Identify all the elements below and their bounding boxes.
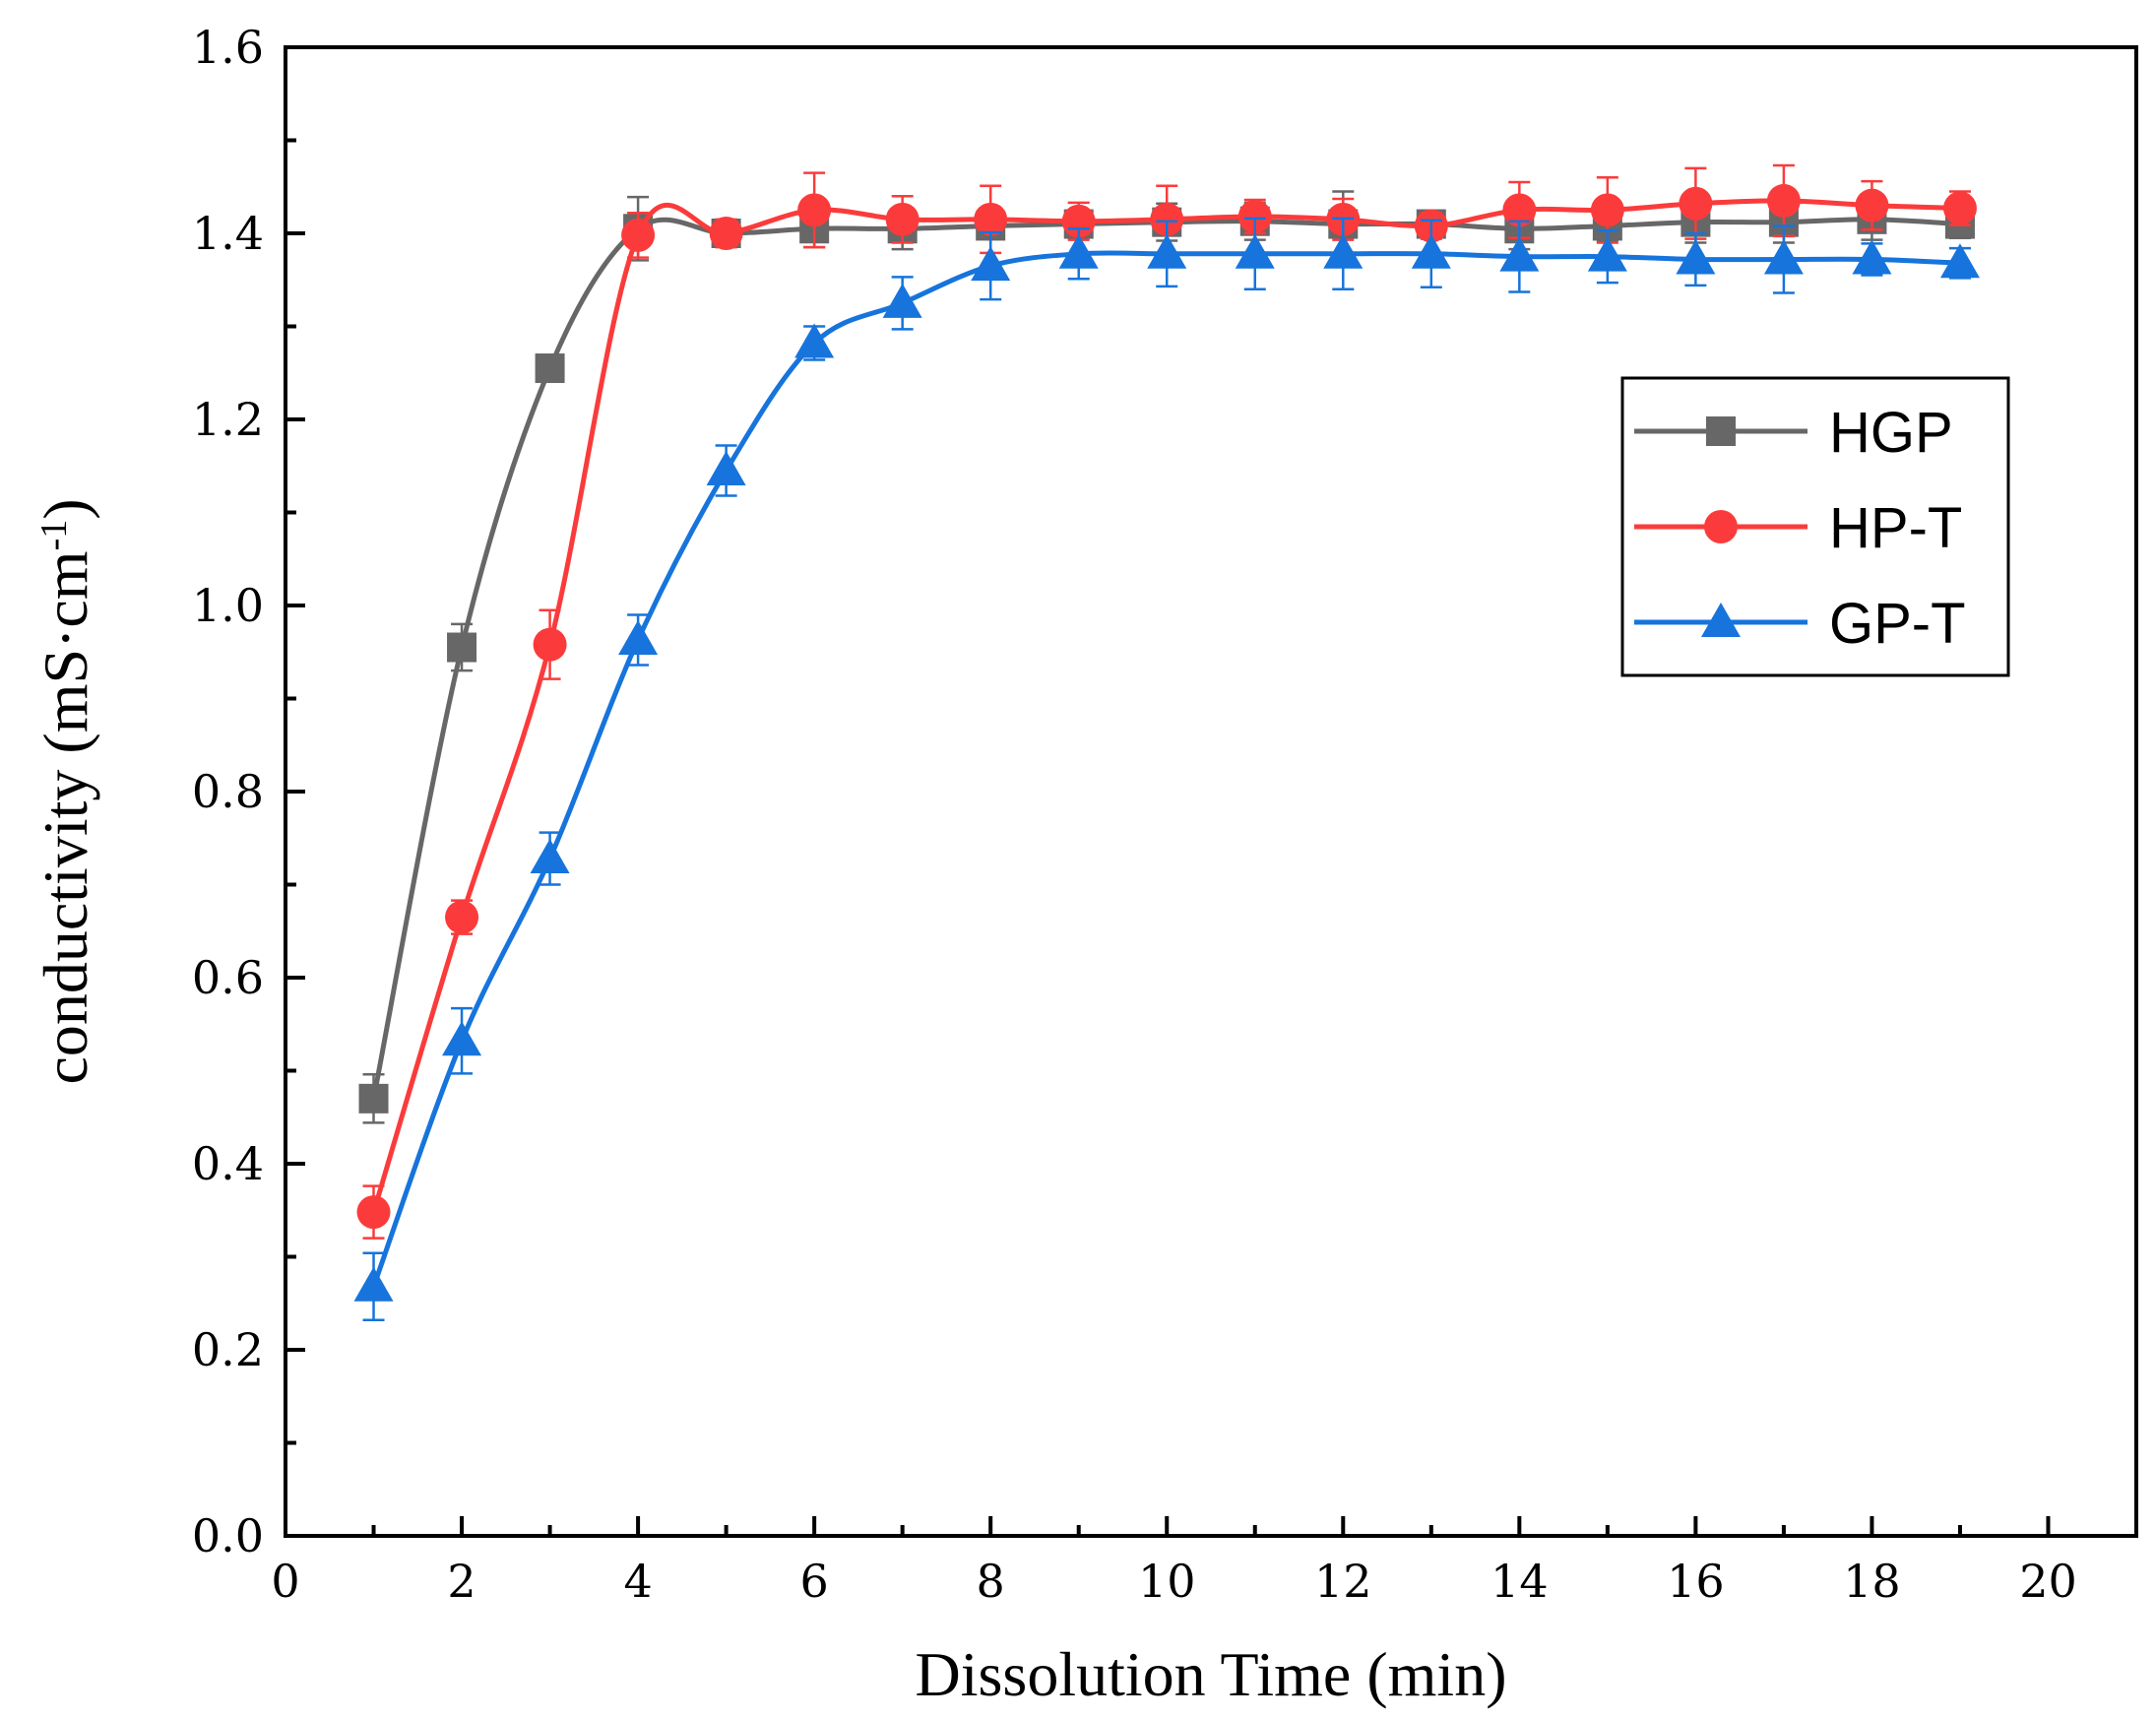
x-tick-label: 2	[447, 1555, 476, 1608]
data-point	[535, 353, 565, 384]
data-point	[1766, 183, 1801, 218]
legend-label: HGP	[1829, 401, 1953, 465]
data-point	[1058, 233, 1099, 269]
data-point	[447, 632, 477, 663]
legend-marker	[1706, 416, 1736, 446]
data-point	[1679, 186, 1713, 221]
data-point	[974, 202, 1008, 236]
data-point	[706, 450, 746, 485]
data-point	[971, 246, 1011, 282]
series-hp-t	[356, 163, 1977, 1240]
y-tick-label: 1.0	[192, 579, 264, 632]
data-point	[442, 1021, 482, 1056]
data-point	[530, 839, 570, 874]
y-tick-label: 1.2	[192, 393, 264, 446]
x-tick-label: 0	[271, 1555, 299, 1608]
data-point	[1939, 243, 1980, 279]
series-layer	[353, 163, 1980, 1322]
legend-entry-gp-t: GP-T	[1634, 592, 1966, 656]
y-tick-label: 0.6	[192, 951, 264, 1004]
axis-layer: 0 2 4 6 8 10 12 14 16 18 20 0.0 0.2 0.4 0.6 0.8 1.0 1.2 1.…	[192, 21, 2077, 1608]
y-axis-title-main: conductivity (mS·cm	[31, 550, 100, 1084]
data-point	[882, 283, 922, 318]
legend-entry-hgp: HGP	[1634, 401, 1953, 465]
series-gp-t	[353, 217, 1980, 1322]
data-point	[885, 202, 919, 236]
x-tick-label: 12	[1314, 1555, 1372, 1608]
data-point	[709, 217, 743, 250]
data-point	[1237, 199, 1272, 233]
data-point	[533, 627, 567, 662]
data-point	[621, 218, 656, 252]
data-point	[1235, 233, 1275, 269]
data-point	[1499, 236, 1540, 272]
x-axis-title: Dissolution Time (min)	[916, 1639, 1507, 1709]
x-tick-label: 4	[623, 1555, 652, 1608]
x-tick-label: 6	[800, 1555, 829, 1608]
x-tick-label: 10	[1138, 1555, 1196, 1608]
data-point	[797, 193, 832, 227]
legend-label: HP-T	[1829, 496, 1962, 560]
data-point	[356, 1195, 391, 1230]
legend-marker	[1704, 510, 1738, 543]
y-tick-label: 1.4	[192, 207, 264, 260]
y-tick-label: 0.4	[192, 1137, 264, 1190]
data-point	[358, 1083, 389, 1114]
x-tick-label: 16	[1667, 1555, 1725, 1608]
y-axis-title: conductivity (mS·cm-1)	[31, 498, 100, 1084]
data-point	[1411, 233, 1451, 269]
data-point	[1150, 202, 1184, 236]
x-tick-label: 8	[977, 1555, 1005, 1608]
y-axis-title-superscript: -1	[33, 520, 75, 551]
legend-entry-hp-t: HP-T	[1634, 496, 1962, 560]
y-axis-title-close: )	[31, 498, 100, 519]
legend-label: GP-T	[1829, 592, 1966, 656]
data-point	[1763, 239, 1804, 275]
data-point	[445, 900, 479, 934]
x-tick-label: 14	[1490, 1555, 1549, 1608]
data-point	[1147, 233, 1187, 269]
data-point	[1587, 236, 1627, 272]
y-tick-label: 0.8	[192, 765, 264, 818]
y-tick-label: 0.0	[192, 1509, 264, 1562]
x-tick-label: 18	[1843, 1555, 1901, 1608]
data-point	[1502, 193, 1537, 227]
y-tick-label: 0.2	[192, 1323, 264, 1376]
data-point	[794, 323, 835, 358]
data-point	[1852, 239, 1892, 275]
y-tick-label: 1.6	[192, 21, 264, 74]
legend: HGP HP-T GP-T	[1620, 376, 2010, 677]
data-point	[1590, 193, 1624, 227]
x-tick-label: 20	[2019, 1555, 2077, 1608]
data-point	[1676, 239, 1716, 275]
data-point	[353, 1266, 394, 1302]
data-point	[1323, 233, 1363, 269]
data-point	[1855, 188, 1889, 223]
data-point	[1942, 191, 1977, 225]
data-point	[618, 619, 659, 655]
legend-marker	[1701, 603, 1741, 637]
